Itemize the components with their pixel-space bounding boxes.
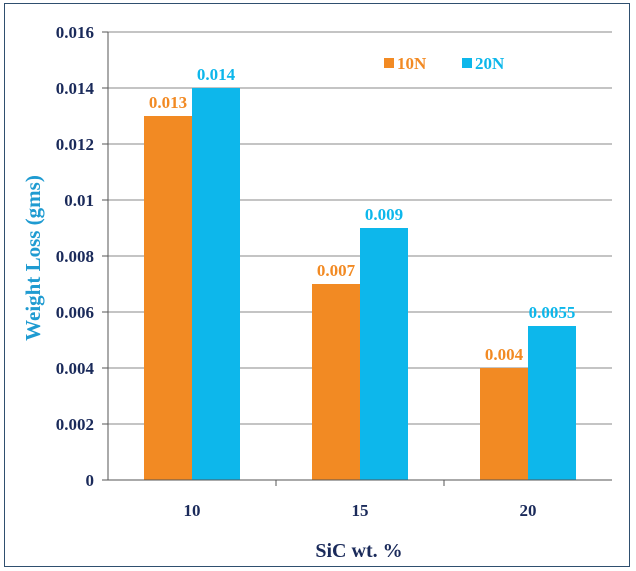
y-tick-label: 0.014: [56, 79, 95, 98]
data-labels: 0.013 0.014 0.007 0.009 0.004 0.0055: [149, 65, 576, 364]
legend-swatch-10N: [384, 58, 394, 68]
y-axis-title: Weight Loss (gms): [21, 175, 45, 341]
legend-label: 20N: [475, 54, 505, 73]
bar-20N-15: [360, 228, 408, 480]
bar-20N-20: [528, 326, 576, 480]
legend-swatch-20N: [462, 58, 472, 68]
bar-20N-10: [192, 88, 240, 480]
data-label: 0.009: [365, 205, 403, 224]
x-axis-title: SiC wt. %: [315, 540, 402, 562]
y-tick-label: 0.016: [56, 23, 94, 42]
bar-10N-15: [312, 284, 360, 480]
data-label: 0.007: [317, 261, 356, 280]
y-tick-label: 0.004: [56, 359, 95, 378]
y-tick-label: 0: [86, 471, 95, 490]
y-tick-label: 0.008: [56, 247, 94, 266]
axes: [107, 32, 612, 486]
data-label: 0.0055: [529, 303, 576, 322]
data-label: 0.004: [485, 345, 524, 364]
y-tick-label: 0.002: [56, 415, 94, 434]
y-tick-label: 0.01: [64, 191, 94, 210]
bar-10N-20: [480, 368, 528, 480]
x-tick-label: 10: [184, 501, 201, 520]
x-tick-labels: 10 15 20: [184, 501, 537, 520]
x-tick-label: 15: [352, 501, 369, 520]
data-label: 0.014: [197, 65, 236, 84]
data-label: 0.013: [149, 93, 187, 112]
bar-10N-10: [144, 116, 192, 480]
y-tick-label: 0.012: [56, 135, 94, 154]
legend: 10N 20N: [384, 54, 505, 73]
legend-label: 10N: [397, 54, 427, 73]
y-tick-label: 0.006: [56, 303, 94, 322]
x-tick-label: 20: [520, 501, 537, 520]
y-tick-labels: 0 0.002 0.004 0.006 0.008 0.01 0.012 0.014 0.016: [56, 23, 95, 490]
bars: [144, 88, 576, 480]
